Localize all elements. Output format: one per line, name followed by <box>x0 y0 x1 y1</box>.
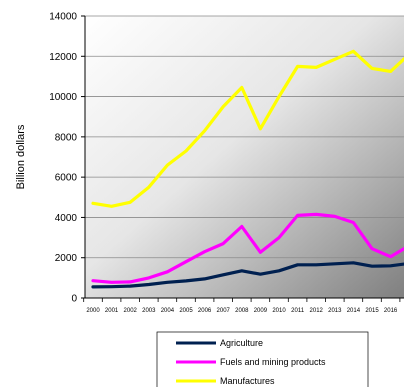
x-axis-tick-labels: 2000 2001 2002 2003 2004 2005 2006 2007 2008 2009… <box>86 308 398 314</box>
legend-label-manufactures: Manufactures <box>220 376 275 386</box>
series-line-agriculture <box>91 261 404 289</box>
series-line-manufactures <box>91 49 404 208</box>
x-tick-label-2014: 2014 <box>347 308 361 314</box>
x-tick-label-2010: 2010 <box>272 308 286 314</box>
x-tick-label-2004: 2004 <box>161 308 175 314</box>
y-tick-label-4000: 4000 <box>55 213 78 224</box>
y-tick-label-6000: 6000 <box>55 173 78 184</box>
y-tick-label-8000: 8000 <box>55 132 78 143</box>
x-tick-label-2009: 2009 <box>254 308 268 314</box>
x-tick-label-2000: 2000 <box>86 308 100 314</box>
x-tick-label-2012: 2012 <box>310 308 324 314</box>
y-tick-label-0: 0 <box>71 294 77 305</box>
y-axis-title: Billion dollars <box>15 124 27 189</box>
x-tick-label-2006: 2006 <box>198 308 212 314</box>
series-line-fuels-and-mining-products <box>91 212 404 284</box>
x-tick-label-2015: 2015 <box>365 308 379 314</box>
legend-label-agriculture: Agriculture <box>220 338 263 348</box>
x-tick-label-2013: 2013 <box>328 308 342 314</box>
legend-box <box>156 331 369 387</box>
x-axis-ticks <box>83 298 401 302</box>
plot-area-background <box>85 16 404 298</box>
x-tick-label-2016: 2016 <box>384 308 398 314</box>
y-tick-label-10000: 10000 <box>49 92 77 103</box>
y-tick-label-2000: 2000 <box>55 253 78 264</box>
y-tick-label-12000: 12000 <box>49 52 77 63</box>
x-tick-label-2011: 2011 <box>291 308 305 314</box>
x-tick-label-2003: 2003 <box>142 308 156 314</box>
x-tick-label-2005: 2005 <box>179 308 193 314</box>
legend: Agriculture Fuels and mining products Manu… <box>156 331 369 387</box>
x-tick-label-2007: 2007 <box>217 308 231 314</box>
y-axis-ticks <box>81 15 85 299</box>
x-tick-label-2001: 2001 <box>105 308 119 314</box>
y-axis-tick-labels: 0 2000 4000 6000 8000 10000 12000 14000 <box>49 12 77 305</box>
series-lines <box>91 49 404 289</box>
legend-label-fuels-and-mining-products: Fuels and mining products <box>220 357 326 367</box>
x-tick-label-2008: 2008 <box>235 308 249 314</box>
x-tick-label-2002: 2002 <box>124 308 138 314</box>
y-tick-label-14000: 14000 <box>49 12 77 23</box>
